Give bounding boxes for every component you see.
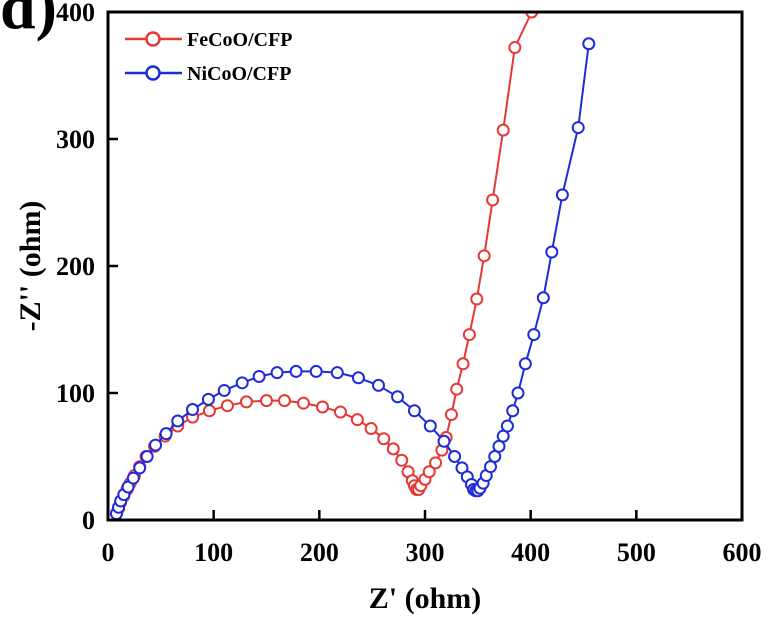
data-point — [126, 471, 140, 485]
data-point — [217, 383, 231, 397]
panel-label: d) — [0, 0, 57, 42]
data-point — [511, 386, 525, 400]
data-point — [350, 413, 364, 427]
data-point — [309, 364, 323, 378]
data-point — [235, 376, 249, 390]
data-point — [202, 404, 216, 418]
y-axis-title: -Z'' (ohm) — [14, 201, 47, 332]
data-point — [506, 404, 520, 418]
data-point — [171, 414, 185, 428]
x-tick-label: 500 — [617, 538, 656, 567]
legend: FeCoO/CFP NiCoO/CFP — [125, 29, 293, 85]
x-tick-label: 600 — [723, 538, 762, 567]
data-point — [270, 366, 284, 380]
data-point — [555, 188, 569, 202]
series-line — [115, 12, 534, 515]
data-point — [372, 378, 386, 392]
data-point — [582, 37, 596, 51]
data-point — [351, 371, 365, 385]
data-point — [407, 404, 421, 418]
series-2 — [109, 37, 596, 520]
data-point — [437, 434, 451, 448]
data-point — [477, 249, 491, 263]
data-point — [333, 405, 347, 419]
data-point — [429, 456, 443, 470]
data-point — [140, 450, 154, 463]
data-point — [571, 121, 585, 135]
data-point — [470, 292, 484, 306]
x-tick-label: 300 — [406, 538, 445, 567]
y-tick-label: 400 — [56, 0, 95, 27]
data-point — [500, 419, 514, 433]
data-point — [386, 442, 400, 456]
x-tick-label: 400 — [511, 538, 550, 567]
data-point — [518, 357, 532, 371]
legend-marker — [145, 65, 161, 81]
data-point — [330, 366, 344, 380]
data-point — [316, 400, 330, 414]
y-tick-label: 0 — [82, 506, 95, 535]
y-tick-label: 300 — [56, 125, 95, 154]
data-point — [456, 357, 470, 371]
x-tick-label: 200 — [300, 538, 339, 567]
data-point — [545, 245, 559, 259]
data-point — [462, 328, 476, 342]
data-point — [391, 390, 405, 404]
data-point — [260, 394, 273, 408]
data-point — [159, 427, 173, 441]
data-point — [277, 394, 291, 408]
data-point — [201, 392, 215, 406]
x-tick-label: 100 — [194, 538, 233, 567]
data-point — [239, 395, 253, 409]
series-line — [115, 43, 590, 514]
data-point — [444, 408, 458, 422]
y-tick-label: 200 — [56, 252, 95, 281]
legend-marker — [145, 31, 161, 47]
y-tick-label: 100 — [56, 379, 95, 408]
series-layer — [109, 12, 596, 520]
data-point — [377, 432, 391, 446]
x-axis-title: Z' (ohm) — [369, 582, 482, 615]
data-point — [289, 364, 303, 378]
data-point — [186, 403, 200, 417]
data-point — [496, 123, 510, 137]
legend-label: FeCoO/CFP — [187, 29, 293, 51]
legend-label: NiCoO/CFP — [187, 63, 291, 85]
data-point — [133, 461, 147, 475]
data-point — [422, 465, 436, 479]
data-point — [508, 41, 522, 55]
data-point — [539, 12, 543, 13]
data-point — [486, 193, 500, 207]
data-point — [149, 438, 163, 452]
data-point — [220, 399, 234, 413]
data-point — [252, 369, 266, 383]
plot-frame — [106, 10, 744, 522]
data-point — [296, 396, 310, 410]
axes-layer: 0 100 200 300 400 500 600 0 100 200 300 400 — [56, 0, 762, 567]
data-point — [448, 450, 462, 463]
data-point — [527, 328, 541, 342]
data-point — [423, 419, 437, 433]
data-point — [395, 453, 409, 467]
data-point — [450, 382, 464, 396]
data-point — [536, 291, 550, 305]
series-1 — [109, 12, 543, 520]
data-point — [364, 422, 378, 436]
x-tick-label: 0 — [102, 538, 115, 567]
